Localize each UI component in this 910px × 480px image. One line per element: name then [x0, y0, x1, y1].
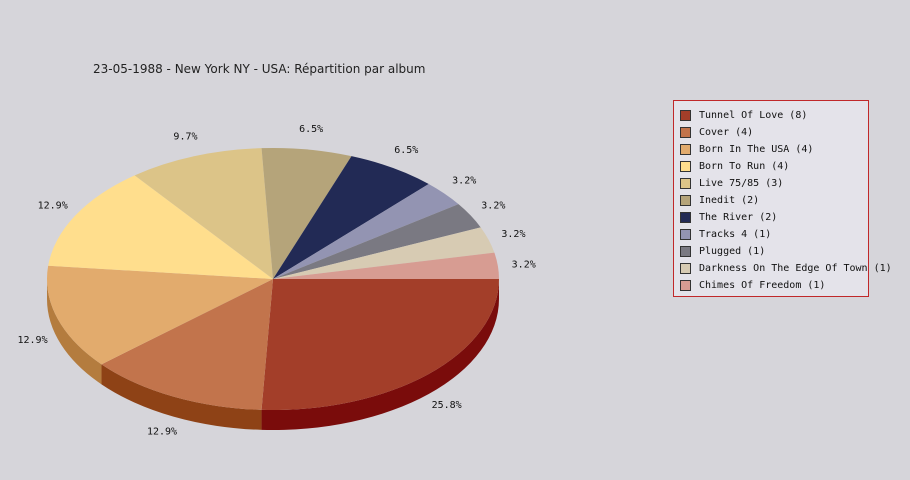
legend-item-born-in-the-usa: Born In The USA (4) — [680, 141, 868, 158]
pct-label-tracks-4: 3.2% — [452, 175, 476, 186]
pie-slice-tunnel-of-love — [261, 279, 499, 410]
pct-label-plugged: 3.2% — [481, 201, 505, 212]
legend-swatch — [680, 280, 691, 291]
legend-swatch — [680, 110, 691, 121]
legend-swatch — [680, 144, 691, 155]
pct-label-live-75-85: 9.7% — [173, 132, 197, 143]
pie-side-cover — [101, 364, 262, 430]
pie-slice-tracks-4 — [273, 184, 459, 279]
pct-label-cover: 12.9% — [147, 426, 177, 437]
legend-item-plugged: Plugged (1) — [680, 243, 868, 260]
legend-swatch — [680, 229, 691, 240]
pie-slice-cover — [101, 279, 273, 410]
pie-slice-plugged — [273, 204, 481, 279]
chart-title: 23-05-1988 - New York NY - USA: Répartit… — [93, 62, 426, 76]
legend-label: Darkness On The Edge Of Town (1) — [699, 263, 892, 274]
pie-slice-the-river — [273, 156, 429, 279]
legend-label: Inedit (2) — [699, 195, 760, 206]
legend-swatch — [680, 212, 691, 223]
legend-item-chimes-of-freedom: Chimes Of Freedom (1) — [680, 277, 868, 294]
pie-slice-born-in-the-usa — [46, 265, 273, 365]
legend-swatch — [680, 263, 691, 274]
legend-swatch — [680, 161, 691, 172]
legend-item-born-to-run: Born To Run (4) — [680, 158, 868, 175]
legend-item-the-river: The River (2) — [680, 209, 868, 226]
legend-label: Tracks 4 (1) — [699, 229, 772, 240]
pie-side-born-in-the-usa — [47, 279, 102, 385]
pct-label-born-to-run: 12.9% — [38, 201, 68, 212]
legend: Tunnel Of Love (8) Cover (4) Born In The U… — [673, 100, 892, 297]
pct-label-darkness-on-the-edge-of-town: 3.2% — [501, 229, 525, 240]
pct-label-tunnel-of-love: 25.8% — [432, 400, 462, 411]
pct-label-born-in-the-usa: 12.9% — [18, 335, 48, 346]
legend-swatch — [680, 178, 691, 189]
pie-slices — [46, 148, 499, 410]
pct-label-the-river: 6.5% — [394, 145, 418, 156]
legend-label: Live 75/85 (3) — [699, 178, 784, 189]
legend-label: Born In The USA (4) — [699, 144, 814, 155]
pie-depth — [47, 279, 499, 430]
pct-label-chimes-of-freedom: 3.2% — [512, 260, 536, 271]
legend-item-tunnel-of-love: Tunnel Of Love (8) — [680, 107, 868, 124]
legend-item-inedit: Inedit (2) — [680, 192, 868, 209]
pie-slice-born-to-run — [48, 175, 274, 279]
legend-label: Chimes Of Freedom (1) — [699, 280, 826, 291]
pie-slice-darkness-on-the-edge-of-town — [273, 227, 495, 279]
legend-label: Cover (4) — [699, 127, 754, 138]
pie-slice-live-75-85 — [134, 148, 273, 279]
legend-label: Tunnel Of Love (8) — [699, 110, 808, 121]
legend-item-tracks-4: Tracks 4 (1) — [680, 226, 868, 243]
pct-label-inedit: 6.5% — [299, 124, 323, 135]
legend-item-live-75-85: Live 75/85 (3) — [680, 175, 868, 192]
legend-swatch — [680, 195, 691, 206]
legend-item-cover: Cover (4) — [680, 124, 868, 141]
pie-side-tunnel-of-love — [261, 279, 499, 430]
pie-slice-inedit — [261, 148, 352, 279]
pie-percent-labels: 25.8% 12.9% 12.9% 12.9% 9.7% 6.5% 6.5% 3.2% 3.2%… — [18, 124, 536, 438]
legend-swatch — [680, 127, 691, 138]
pie-slice-chimes-of-freedom — [273, 252, 499, 279]
legend-label: The River (2) — [699, 212, 778, 223]
legend-swatch — [680, 246, 691, 257]
legend-item-darkness-on-the-edge-of-town: Darkness On The Edge Of Town (1) — [680, 260, 892, 277]
legend-label: Plugged (1) — [699, 246, 766, 257]
legend-label: Born To Run (4) — [699, 161, 790, 172]
